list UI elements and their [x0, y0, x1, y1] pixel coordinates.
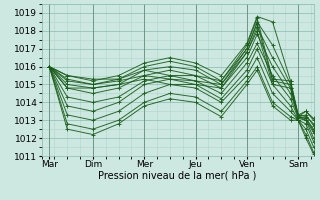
X-axis label: Pression niveau de la mer( hPa ): Pression niveau de la mer( hPa ) [99, 171, 257, 181]
